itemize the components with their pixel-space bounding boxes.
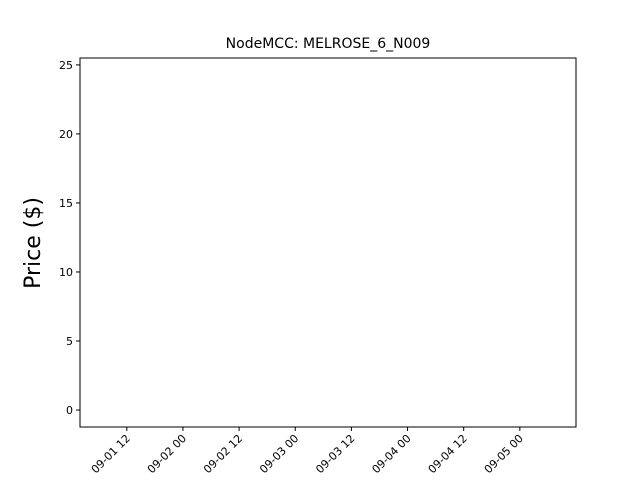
x-tick-label: 09-03 12 [313,432,357,476]
y-tick-label: 15 [59,197,73,210]
chart-title: NodeMCC: MELROSE_6_N009 [226,36,431,52]
y-tick-label: 25 [59,59,73,72]
x-tick-label: 09-01 12 [89,432,133,476]
x-tick-label: 09-04 12 [426,432,470,476]
y-tick-label: 5 [66,335,73,348]
y-tick-label: 20 [59,128,73,141]
x-tick-label: 09-02 00 [145,432,189,476]
y-tick-label: 10 [59,266,73,279]
x-tick-label: 09-05 00 [482,432,526,476]
x-tick-label: 09-04 00 [369,432,413,476]
y-tick-label: 0 [66,404,73,417]
x-tick-label: 09-02 12 [201,432,245,476]
x-tick-label: 09-03 00 [257,432,301,476]
plot-frame [79,57,577,428]
y-axis-label: Price ($) [21,197,46,289]
